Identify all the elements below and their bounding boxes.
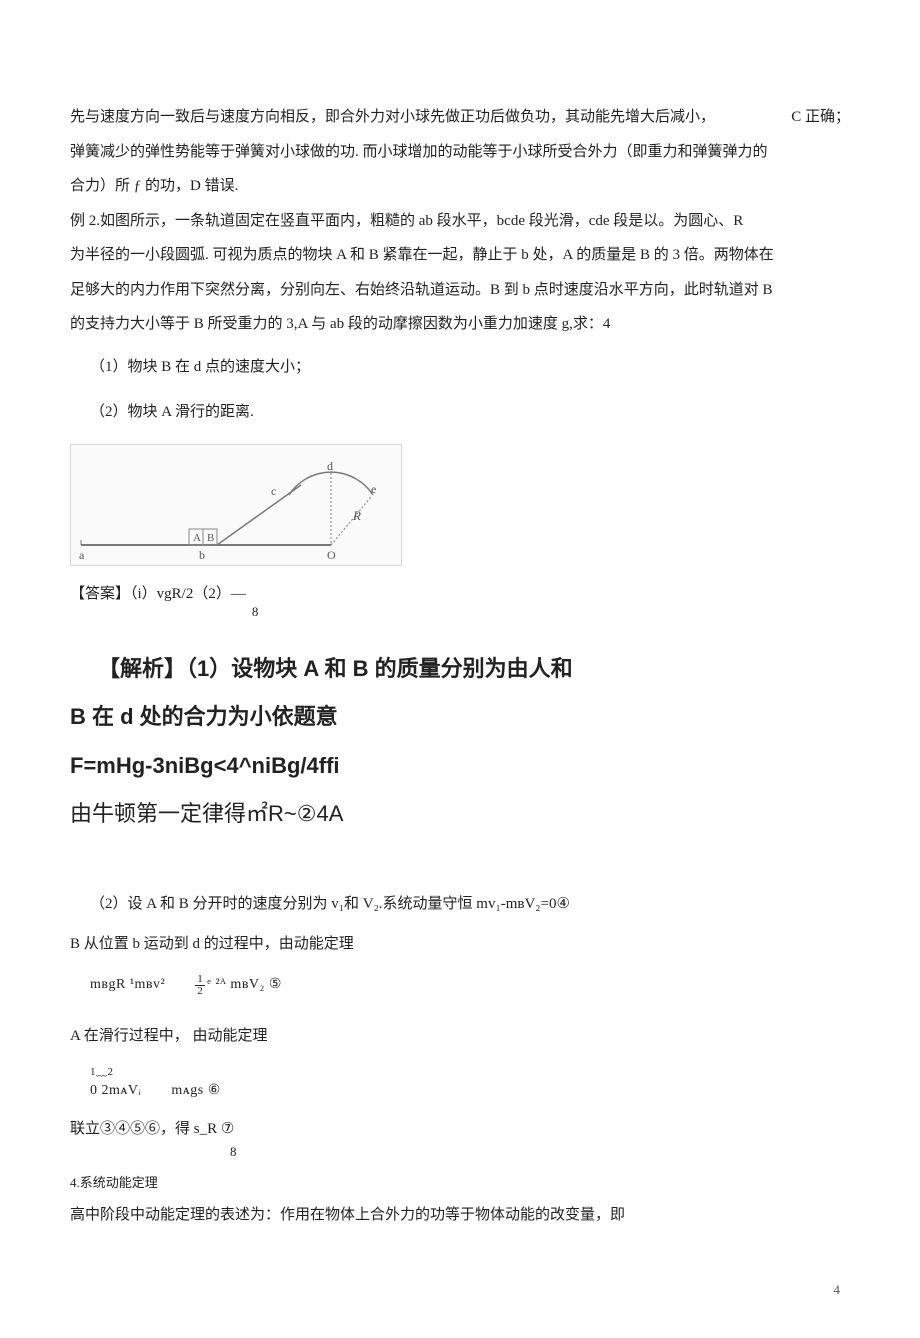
example2-line2: 为半径的一小段圆弧. 可视为质点的物块 A 和 B 紧靠在一起，静止于 b 处，…	[70, 238, 850, 273]
analysis-h1: 【解析】（1）设物块 A 和 B 的质量分别为由人和	[70, 645, 850, 693]
example2-q1: （1）物块 B 在 d 点的速度大小；	[70, 348, 850, 387]
label-R: R	[352, 508, 361, 523]
intro-line2: 弹簧减少的弹性势能等于弹簧对小球做的功. 而小球增加的动能等于小球所受合外力（即…	[70, 135, 850, 170]
intro-line3: 合力）所 ƒ 的功，D 错误.	[70, 169, 850, 204]
label-A: A	[193, 532, 201, 544]
equation-1: mʙgR ¹mʙv² 1 2 ᵉ ²ᴬ mʙV₂ ⑤	[90, 974, 282, 997]
eq1-fraction: 1 2	[195, 974, 205, 997]
label-B: B	[207, 532, 214, 544]
example2-line1: 例 2.如图所示，一条轨道固定在竖直平面内，粗糙的 ab 段水平，bcde 段光…	[70, 204, 850, 239]
eq1-right: ᵉ ²ᴬ mʙV₂ ⑤	[207, 975, 282, 995]
body3: A 在滑行过程中， 由动能定理	[70, 1019, 850, 1054]
label-b: b	[199, 548, 205, 562]
intro-paragraph: 先与速度方向一致后与速度方向相反，即合外力对小球先做正功后做负功，其动能先增大后…	[70, 100, 850, 135]
body4-l1: 联立③④⑤⑥，得 s_R ⑦	[70, 1112, 850, 1147]
analysis-heading: 【解析】（1）设物块 A 和 B 的质量分别为由人和 B 在 d 处的合力为小依…	[70, 645, 850, 839]
body2-p2: B 从位置 b 运动到 d 的过程中，由动能定理	[70, 927, 850, 962]
eq2-left: 0 2mᴀVᵢ	[90, 1081, 141, 1101]
label-c: c	[271, 484, 276, 498]
intro-line1-right: C 正确；	[791, 100, 850, 135]
answer-denominator: 8	[252, 602, 259, 623]
page-number: 4	[70, 1282, 850, 1298]
answer-text: 【答案】（i）vgR/2（2）—	[70, 582, 246, 606]
analysis-h2: B 在 d 处的合力为小依题意	[70, 693, 850, 741]
answer-block: 【答案】（i）vgR/2（2）— 8	[70, 582, 850, 624]
label-e: e	[371, 482, 376, 496]
body2-p1: （2）设 A 和 B 分开时的速度分别为 v₁和 V₂.系统动量守恒 mv₁-m…	[70, 887, 850, 922]
label-a: a	[79, 548, 85, 562]
track-diagram: a A B b c d e R O	[70, 444, 402, 566]
eq2-right: mᴀgs ⑥	[171, 1081, 220, 1101]
example2-q2: （2）物块 A 滑行的距离.	[70, 393, 850, 432]
analysis-h3: F=mHg-3niBg<4^niBg/4ffi	[70, 742, 850, 790]
label-d: d	[327, 459, 333, 473]
example2-line4: 的支持力大小等于 B 所受重力的 3,A 与 ab 段的动摩擦因数为小重力加速度…	[70, 307, 850, 342]
label-O: O	[327, 548, 336, 562]
eq1-left: mʙgR ¹mʙv²	[90, 975, 165, 995]
answer-fraction: 8	[252, 582, 259, 624]
equation-2: 1﹏2 0 2mᴀVᵢ mᴀgs ⑥	[90, 1065, 850, 1100]
section4-body: 高中阶段中动能定理的表述为：作用在物体上合外力的功等于物体动能的改变量，即	[70, 1198, 850, 1233]
diagram-svg: a A B b c d e R O	[71, 445, 401, 565]
analysis-h4: 由牛顿第一定律得㎡R~②4A	[70, 790, 850, 838]
example2-line3: 足够大的内力作用下突然分离，分别向左、右始终沿轨道运动。B 到 b 点时速度沿水…	[70, 273, 850, 308]
eq2-top: 1﹏2	[90, 1065, 850, 1080]
intro-line1-left: 先与速度方向一致后与速度方向相反，即合外力对小球先做正功后做负功，其动能先增大后…	[70, 100, 715, 135]
section4-title: 4.系统动能定理	[70, 1168, 850, 1198]
document-page: 先与速度方向一致后与速度方向相反，即合外力对小球先做正功后做负功，其动能先增大后…	[0, 0, 920, 1338]
